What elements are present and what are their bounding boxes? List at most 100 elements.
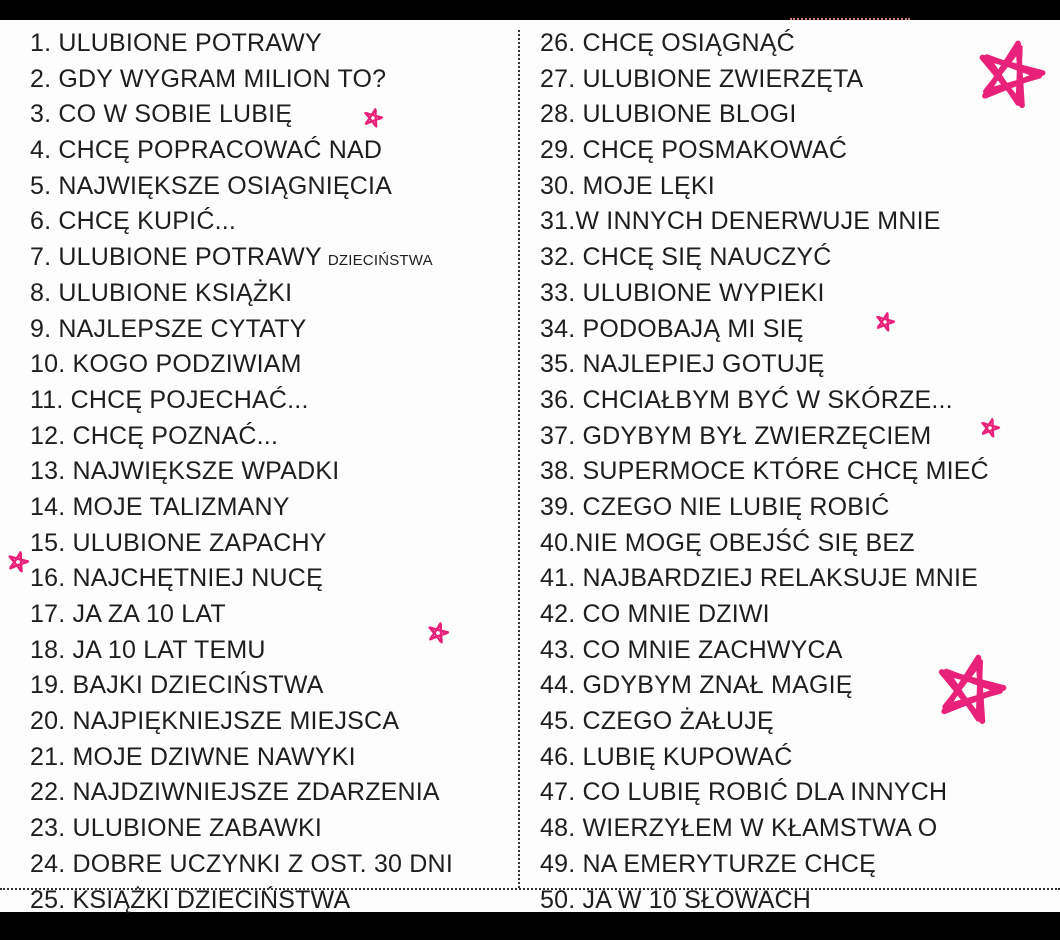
list-item-text: 46. LUBIĘ KUPOWAĆ	[540, 742, 793, 771]
list-item: 1. ULUBIONE POTRAWY	[30, 26, 453, 62]
list-item-text: 6. CHCĘ KUPIĆ...	[30, 207, 237, 236]
list-item: 42. CO MNIE DZIWI	[540, 597, 989, 633]
list-item-text: 47. CO LUBIĘ ROBIĆ DLA INNYCH	[540, 778, 948, 807]
list-item-text: 8. ULUBIONE KSIĄŻKI	[30, 278, 293, 307]
list-item: 35. NAJLEPIEJ GOTUJĘ	[540, 347, 989, 383]
list-item: 5. NAJWIĘKSZE OSIĄGNIĘCIA	[30, 169, 453, 205]
list-item-text: 30. MOJE LĘKI	[540, 171, 715, 200]
list-item-text: 15. ULUBIONE ZAPACHY	[30, 528, 327, 557]
list-item-text: 43. CO MNIE ZACHWYCA	[540, 635, 843, 664]
list-item: 29. CHCĘ POSMAKOWAĆ	[540, 133, 989, 169]
list-item-text: 12. CHCĘ POZNAĆ...	[30, 421, 279, 450]
list-item: 7. ULUBIONE POTRAWY DZIECIŃSTWA	[30, 240, 453, 276]
list-item-text: 13. NAJWIĘKSZE WPADKI	[30, 457, 340, 486]
list-item-text: 14. MOJE TALIZMANY	[30, 492, 290, 521]
list-item: 16. NAJCHĘTNIEJ NUCĘ	[30, 561, 453, 597]
list-item-text: 49. NA EMERYTURZE CHCĘ	[540, 849, 876, 878]
list-item: 21. MOJE DZIWNE NAWYKI	[30, 740, 453, 776]
list-item-text: 33. ULUBIONE WYPIEKI	[540, 278, 825, 307]
list-item: 47. CO LUBIĘ ROBIĆ DLA INNYCH	[540, 775, 989, 811]
list-item-text: 1. ULUBIONE POTRAWY	[30, 29, 322, 57]
list-item: 13. NAJWIĘKSZE WPADKI	[30, 454, 453, 490]
list-item: 23. ULUBIONE ZABAWKI	[30, 811, 453, 847]
top-dotted-line	[790, 18, 910, 20]
list-item-text: 36. CHCIAŁBYM BYĆ W SKÓRZE...	[540, 385, 953, 414]
star-stroke	[9, 552, 29, 572]
list-item-text: 19. BAJKI DZIECIŃSTWA	[30, 671, 324, 700]
list-item-text: 27. ULUBIONE ZWIERZĘTA	[540, 64, 864, 93]
list-item: 30. MOJE LĘKI	[540, 169, 989, 205]
list-item: 36. CHCIAŁBYM BYĆ W SKÓRZE...	[540, 383, 989, 419]
star-icon	[428, 622, 450, 644]
list-item: 44. GDYBYM ZNAŁ MAGIĘ	[540, 668, 989, 704]
list-item: 25. KSIĄŻKI DZIECIŃSTWA	[30, 883, 453, 919]
star-stroke	[365, 109, 383, 127]
list-item: 19. BAJKI DZIECIŃSTWA	[30, 668, 453, 704]
list-item-text: 9. NAJLEPSZE CYTATY	[30, 314, 307, 343]
list-item: 2. GDY WYGRAM MILION TO?	[30, 62, 453, 98]
column-divider	[518, 30, 520, 888]
list-item: 45. CZEGO ŻAŁUJĘ	[540, 704, 989, 740]
list-item: 46. LUBIĘ KUPOWAĆ	[540, 740, 989, 776]
list-item: 18. JA 10 LAT TEMU	[30, 633, 453, 669]
list-item-text: 11. CHCĘ POJECHAĆ...	[30, 385, 309, 414]
list-item-text: 44. GDYBYM ZNAŁ MAGIĘ	[540, 671, 853, 700]
list-item-text: 38. SUPERMOCE KTÓRE CHCĘ MIEĆ	[540, 457, 989, 486]
list-item: 33. ULUBIONE WYPIEKI	[540, 276, 989, 312]
list-item-text: 41. NAJBARDZIEJ RELAKSUJE MNIE	[540, 564, 979, 593]
list-item: 8. ULUBIONE KSIĄŻKI	[30, 276, 453, 312]
star-icon	[8, 551, 30, 573]
list-item: 14. MOJE TALIZMANY	[30, 490, 453, 526]
list-item-text: 39. CZEGO NIE LUBIĘ ROBIĆ	[540, 492, 890, 521]
list-item-text: 25. KSIĄŻKI DZIECIŃSTWA	[30, 885, 351, 914]
question-sheet: 1. ULUBIONE POTRAWY 2. GDY WYGRAM MILION …	[0, 18, 1060, 914]
list-item: 15. ULUBIONE ZAPACHY	[30, 526, 453, 562]
list-item: 22. NAJDZIWNIEJSZE ZDARZENIA	[30, 775, 453, 811]
list-item-text: 17. JA ZA 10 LAT	[30, 600, 226, 628]
list-item-text: 48. WIERZYŁEM W KŁAMSTWA O	[540, 814, 938, 843]
star-stroke	[982, 419, 1000, 437]
star-icon	[979, 40, 1046, 109]
list-item-text: 31.W INNYCH DENERWUJE MNIE	[540, 207, 941, 236]
list-item-text: 37. GDYBYM BYŁ ZWIERZĘCIEM	[540, 421, 932, 450]
list-item: 32. CHCĘ SIĘ NAUCZYĆ	[540, 240, 989, 276]
list-item-text: 35. NAJLEPIEJ GOTUJĘ	[540, 350, 825, 379]
list-item-text: 7. ULUBIONE POTRAWY	[30, 243, 322, 272]
list-item-text: 34. PODOBAJĄ MI SIĘ	[540, 314, 804, 343]
list-item: 39. CZEGO NIE LUBIĘ ROBIĆ	[540, 490, 989, 526]
list-item: 43. CO MNIE ZACHWYCA	[540, 633, 989, 669]
list-item-text: 20. NAJPIĘKNIEJSZE MIEJSCA	[30, 707, 400, 736]
list-item-text: 18. JA 10 LAT TEMU	[30, 635, 266, 664]
list-item-text: 16. NAJCHĘTNIEJ NUCĘ	[30, 564, 323, 593]
list-item: 12. CHCĘ POZNAĆ...	[30, 419, 453, 455]
list-item: 20. NAJPIĘKNIEJSZE MIEJSCA	[30, 704, 453, 740]
list-item: 41. NAJBARDZIEJ RELAKSUJE MNIE	[540, 561, 989, 597]
list-item: 31.W INNYCH DENERWUJE MNIE	[540, 204, 989, 240]
list-item: 6. CHCĘ KUPIĆ...	[30, 204, 453, 240]
list-item-text: 42. CO MNIE DZIWI	[540, 600, 770, 628]
star-icon	[364, 108, 384, 128]
list-item-text: 24. DOBRE UCZYNKI Z OST. 30 DNI	[30, 849, 453, 878]
list-item: 37. GDYBYM BYŁ ZWIERZĘCIEM	[540, 419, 989, 455]
star-stroke	[983, 44, 1042, 106]
list-item-text: 22. NAJDZIWNIEJSZE ZDARZENIA	[30, 778, 440, 807]
list-item: 24. DOBRE UCZYNKI Z OST. 30 DNI	[30, 847, 453, 883]
star-stroke	[429, 623, 449, 643]
list-item-text: 23. ULUBIONE ZABAWKI	[30, 814, 323, 843]
list-item-text: 29. CHCĘ POSMAKOWAĆ	[540, 136, 848, 165]
list-item-text: 40.NIE MOGĘ OBEJŚĆ SIĘ BEZ	[540, 528, 915, 557]
star-stroke	[942, 659, 1003, 722]
list-item: 48. WIERZYŁEM W KŁAMSTWA O	[540, 811, 989, 847]
star-icon	[981, 418, 1001, 438]
list-item: 10. KOGO PODZIWIAM	[30, 347, 453, 383]
star-icon	[876, 312, 896, 332]
list-item-text: 26. CHCĘ OSIĄGNĄĆ	[540, 29, 795, 57]
list-item: 49. NA EMERYTURZE CHCĘ	[540, 847, 989, 883]
right-column: 26. CHCĘ OSIĄGNĄĆ 27. ULUBIONE ZWIERZĘTA 2…	[540, 26, 989, 918]
list-item: 28. ULUBIONE BLOGI	[540, 97, 989, 133]
list-item: 50. JA W 10 SŁOWACH	[540, 883, 989, 919]
list-item: 4. CHCĘ POPRACOWAĆ NAD	[30, 133, 453, 169]
list-item-text: 50. JA W 10 SŁOWACH	[540, 885, 812, 914]
left-column: 1. ULUBIONE POTRAWY 2. GDY WYGRAM MILION …	[30, 26, 453, 918]
list-item: 38. SUPERMOCE KTÓRE CHCĘ MIEĆ	[540, 454, 989, 490]
